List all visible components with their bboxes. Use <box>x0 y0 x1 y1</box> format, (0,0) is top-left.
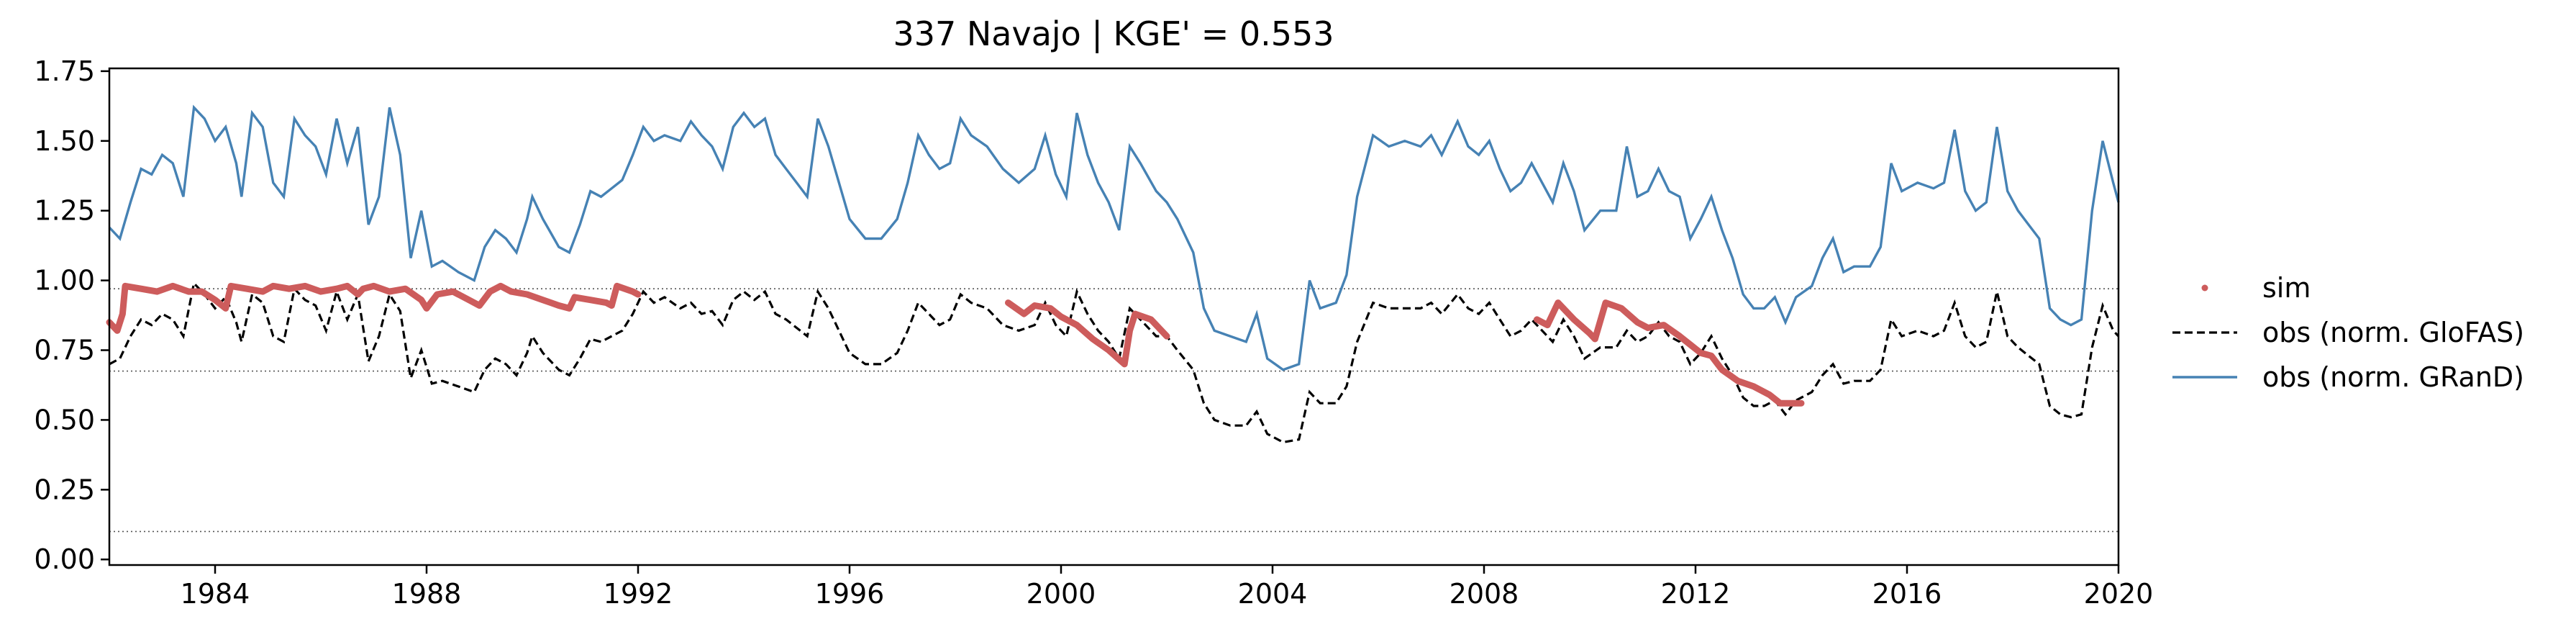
x-tick-label: 2004 <box>1238 578 1308 610</box>
y-tick-label: 1.25 <box>34 195 95 227</box>
x-tick-label: 2012 <box>1661 578 1731 610</box>
legend: sim obs (norm. GloFAS) obs (norm. GRanD) <box>2172 272 2524 393</box>
x-tick-label: 2000 <box>1027 578 1096 610</box>
y-tick-label: 0.25 <box>34 474 95 505</box>
y-tick-label: 0.75 <box>34 335 95 366</box>
grand-series-line <box>108 104 2120 371</box>
x-tick-label: 2020 <box>2084 578 2154 610</box>
x-tick-label: 2016 <box>1872 578 1942 610</box>
x-tick-label: 1996 <box>815 578 885 610</box>
x-tick-label: 1988 <box>392 578 462 610</box>
gloFAS-series-line <box>109 281 2120 444</box>
x-tick-label: 1984 <box>181 578 250 610</box>
plot-series <box>106 104 2120 444</box>
y-tick-label: 1.75 <box>34 55 95 87</box>
legend-label: obs (norm. GloFAS) <box>2262 317 2524 348</box>
legend-label: sim <box>2262 272 2311 304</box>
y-tick-label: 0.00 <box>34 543 95 575</box>
y-axis: 0.00 0.25 0.50 0.75 1.00 1.25 1.50 1.75 <box>34 55 109 575</box>
x-tick-label: 1992 <box>604 578 673 610</box>
reference-lines <box>109 288 2118 533</box>
sim-series-segment <box>106 282 642 334</box>
x-axis: 1984 1988 1992 1996 2000 2004 2008 2012 2016 2020 <box>181 565 2154 610</box>
y-tick-label: 0.50 <box>34 404 95 435</box>
plot-frame <box>108 67 2120 566</box>
x-tick-label: 2008 <box>1449 578 1519 610</box>
chart-title: 337 Navajo | KGE' = 0.553 <box>893 14 1334 54</box>
y-tick-label: 1.50 <box>34 125 95 157</box>
sim-series-segment <box>1534 299 1805 407</box>
legend-label: obs (norm. GRanD) <box>2262 361 2524 393</box>
legend-sim-marker <box>2201 284 2208 292</box>
sim-series-segment <box>1005 299 1170 368</box>
y-tick-label: 1.00 <box>34 265 95 297</box>
